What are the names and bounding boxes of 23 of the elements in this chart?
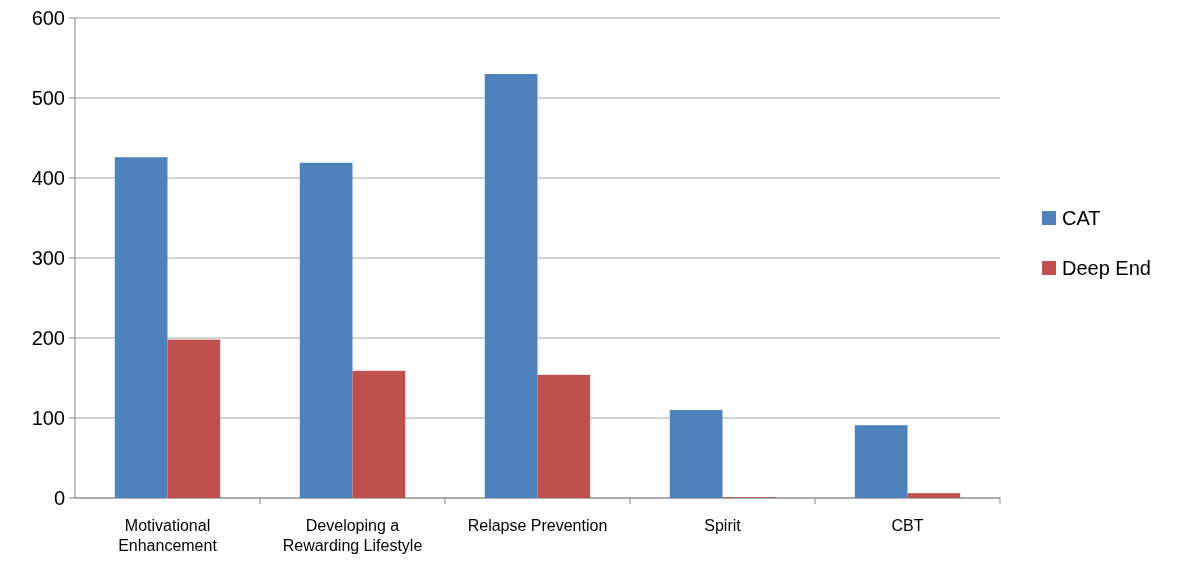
y-tick-label: 100 xyxy=(31,407,65,429)
y-tick-label: 0 xyxy=(53,487,65,509)
x-tick-label: Motivational Enhancement xyxy=(118,517,218,554)
x-tick-label: Spirit xyxy=(704,517,742,534)
bar xyxy=(907,493,961,498)
bar xyxy=(537,374,591,498)
y-tick-label: 400 xyxy=(31,167,65,189)
x-tick-label: Relapse Prevention xyxy=(467,517,608,534)
bar xyxy=(854,425,908,498)
bar xyxy=(669,410,723,498)
bar xyxy=(299,162,353,498)
y-tick-label: 300 xyxy=(31,247,65,269)
x-tick-label: Developing a Rewarding Lifestyle xyxy=(282,517,423,554)
bar xyxy=(167,339,221,498)
x-tick-label: CBT xyxy=(891,517,924,534)
bar xyxy=(352,370,406,498)
y-tick-label: 600 xyxy=(31,7,65,29)
legend-label: Deep End xyxy=(1062,257,1151,279)
bar xyxy=(114,157,168,498)
bar xyxy=(484,74,538,498)
y-tick-label: 500 xyxy=(31,87,65,109)
legend-label: CAT xyxy=(1062,207,1101,229)
y-tick-label: 200 xyxy=(31,327,65,349)
